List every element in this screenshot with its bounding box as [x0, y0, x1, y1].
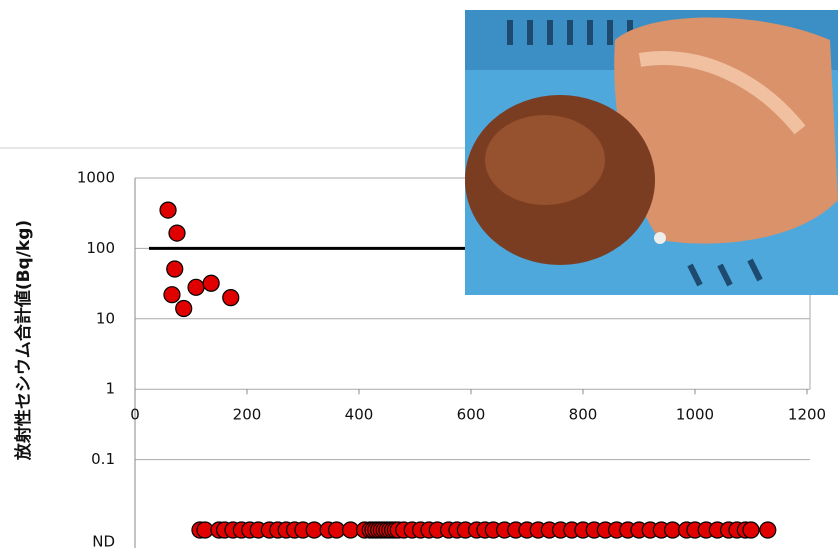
x-tick-label: 600: [457, 406, 486, 424]
data-point: [222, 289, 240, 307]
data-point: [187, 278, 205, 296]
y-tick-label: 1000: [77, 169, 115, 187]
data-point: [759, 521, 777, 539]
data-point: [163, 286, 181, 304]
photo-arms: [614, 17, 838, 244]
y-tick-label: 1: [105, 380, 115, 398]
y-tick-label: ND: [92, 533, 115, 550]
photo-head-highlight: [485, 115, 605, 205]
x-tick-label: 0: [130, 406, 140, 424]
y-axis-label: 放射性セシウム合計値(Bq/kg): [13, 220, 34, 461]
y-tick-label: 10: [96, 309, 115, 327]
data-point: [202, 274, 220, 292]
data-point: [166, 260, 184, 278]
photo-slats: [507, 20, 763, 287]
y-tick-label: 100: [86, 239, 115, 257]
x-tick-label: 1000: [676, 406, 714, 424]
data-point: [159, 201, 177, 219]
photo: [465, 10, 838, 295]
data-point: [175, 299, 193, 318]
plot-area: ND 0.1 1 10 100 1000 0 200 400 600 800 1000 1200: [77, 169, 826, 550]
photo-arm: [638, 51, 806, 135]
data-point: [742, 521, 760, 539]
x-tick-label: 200: [233, 406, 262, 424]
x-tick-label: 1200: [788, 406, 826, 424]
y-tick-label: 0.1: [91, 450, 115, 468]
photo-eye: [654, 232, 666, 244]
x-tick-label: 800: [569, 406, 598, 424]
x-tick-label: 400: [345, 406, 374, 424]
data-point: [168, 224, 186, 242]
